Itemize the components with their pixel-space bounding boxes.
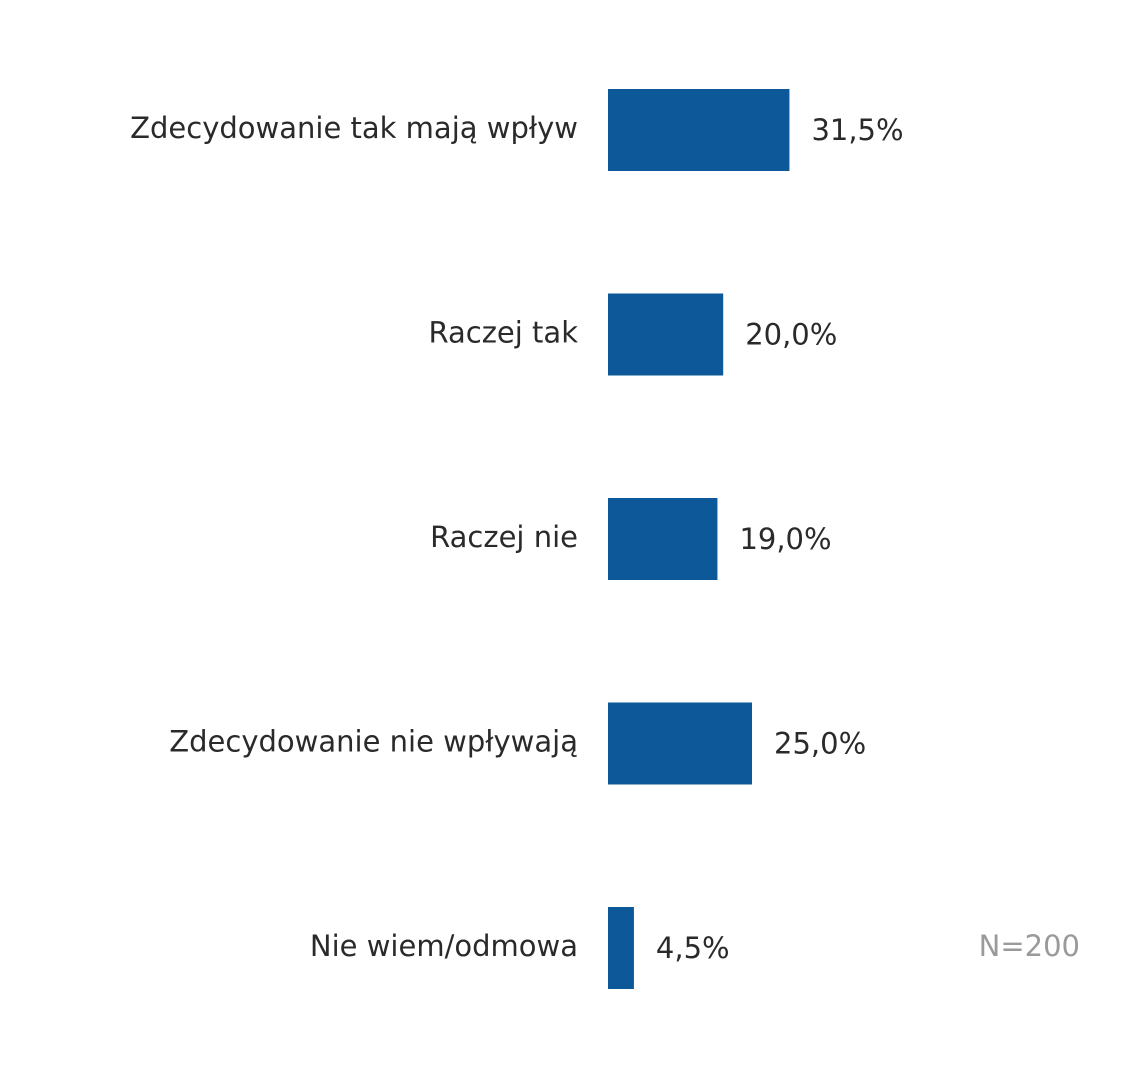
- value-label: 25,0%: [774, 727, 866, 761]
- category-label: Zdecydowanie nie wpływają: [169, 725, 578, 759]
- bar: [608, 89, 790, 171]
- value-label: 19,0%: [739, 522, 831, 556]
- bar: [608, 702, 752, 785]
- category-label: Zdecydowanie tak mają wpływ: [130, 111, 578, 145]
- bar: [608, 498, 718, 580]
- category-label: Nie wiem/odmowa: [310, 929, 578, 963]
- sample-size-annotation: N=200: [979, 929, 1080, 963]
- value-label: 4,5%: [656, 931, 730, 965]
- bar: [608, 293, 724, 376]
- category-label: Raczej tak: [428, 316, 578, 350]
- value-label: 20,0%: [745, 318, 837, 352]
- value-label: 31,5%: [811, 113, 903, 147]
- bar: [608, 907, 634, 989]
- category-label: Raczej nie: [430, 520, 578, 554]
